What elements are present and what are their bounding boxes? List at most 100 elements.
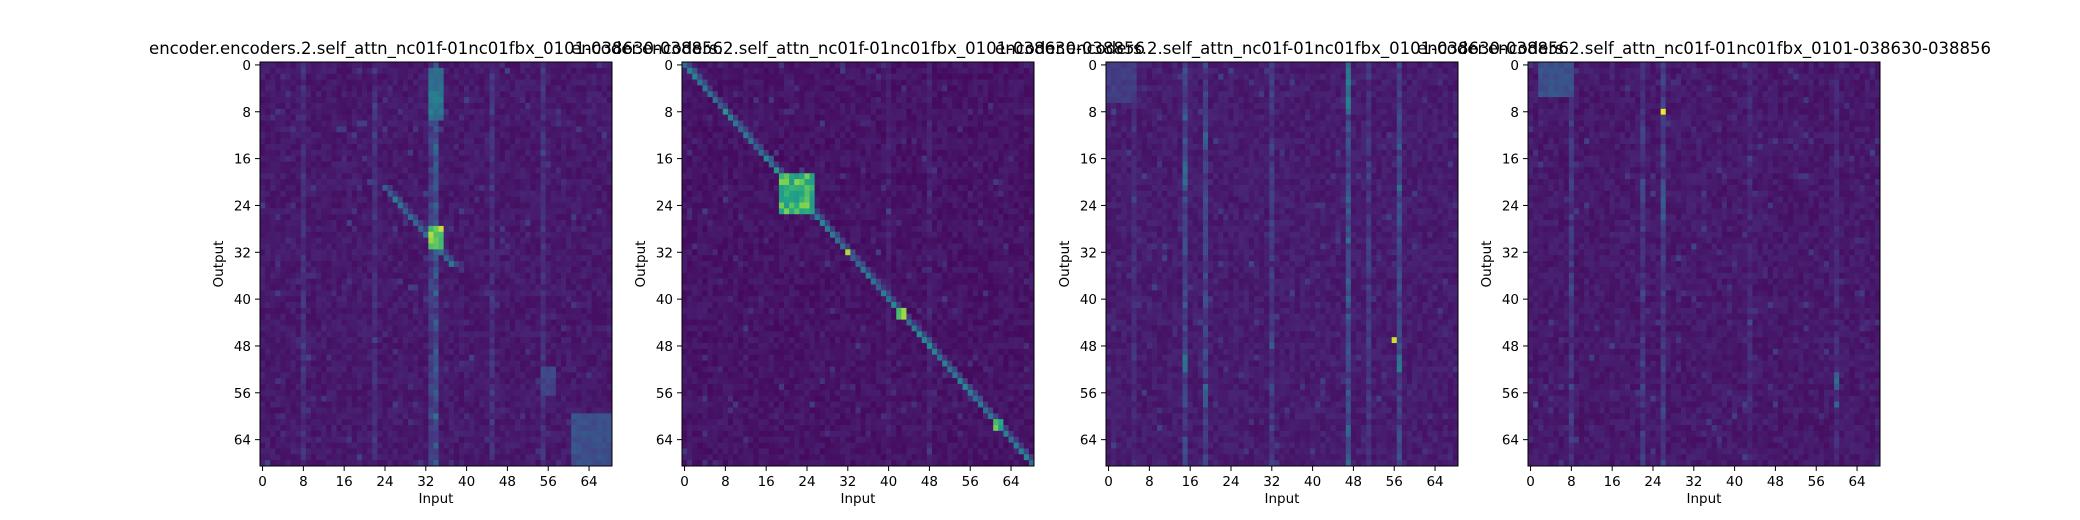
heatmap-cell <box>479 244 485 250</box>
heatmap-cell <box>337 355 343 361</box>
heatmap-cell <box>541 220 547 226</box>
heatmap-cell <box>449 273 455 279</box>
heatmap-cell <box>515 238 521 244</box>
heatmap-cell <box>490 361 496 367</box>
heatmap-cell <box>551 325 557 331</box>
heatmap-cell <box>1019 62 1024 68</box>
heatmap-cell <box>331 331 337 337</box>
heatmap-cell <box>602 378 608 384</box>
heatmap-cell <box>326 126 332 132</box>
heatmap-cell <box>352 167 358 173</box>
heatmap-cell <box>326 384 332 390</box>
heatmap-cell <box>306 162 312 168</box>
heatmap-cell <box>571 349 577 355</box>
heatmap-cell <box>270 144 276 150</box>
heatmap-cell <box>439 302 445 308</box>
heatmap-cell <box>495 244 501 250</box>
heatmap-cell <box>469 261 475 267</box>
heatmap-cell <box>500 62 506 68</box>
heatmap-cell <box>428 419 434 425</box>
heatmap-cell <box>484 138 490 144</box>
heatmap-cell <box>393 255 399 261</box>
heatmap-cell <box>260 62 266 68</box>
heatmap-cell <box>352 203 358 209</box>
heatmap-cell <box>423 255 429 261</box>
heatmap-cell <box>337 74 343 80</box>
heatmap-cell <box>459 126 465 132</box>
heatmap-cell <box>520 220 526 226</box>
heatmap-cell <box>454 179 460 185</box>
heatmap-cell <box>275 156 281 162</box>
heatmap-cell <box>561 103 567 109</box>
heatmap-cell <box>535 167 541 173</box>
heatmap-cell <box>347 402 353 408</box>
heatmap-cell <box>321 255 327 261</box>
heatmap-cell <box>454 331 460 337</box>
heatmap-cell <box>337 197 343 203</box>
heatmap-cell <box>444 290 450 296</box>
heatmap-cell <box>474 74 480 80</box>
x-tick-label: 64 <box>580 474 597 490</box>
heatmap-cell <box>510 138 515 144</box>
heatmap-cell <box>311 331 317 337</box>
heatmap-cell <box>469 249 475 255</box>
heatmap-cell <box>342 238 348 244</box>
heatmap-cell <box>342 437 348 443</box>
heatmap-cell <box>520 366 526 372</box>
heatmap-cell <box>469 244 475 250</box>
heatmap-cell <box>439 366 445 372</box>
heatmap-cell <box>449 378 455 384</box>
heatmap-cell <box>444 343 450 349</box>
heatmap-cell <box>510 384 515 390</box>
heatmap-cell <box>602 413 608 419</box>
heatmap-cell <box>433 62 439 68</box>
heatmap-cell <box>367 249 373 255</box>
heatmap-cell <box>372 448 378 454</box>
y-tick-label: 0 <box>242 58 251 74</box>
heatmap-cell <box>301 255 307 261</box>
heatmap-cell <box>439 390 445 396</box>
heatmap-cell <box>428 167 434 173</box>
heatmap-cell <box>556 361 562 367</box>
heatmap-cell <box>423 349 429 355</box>
heatmap-cell <box>566 308 572 314</box>
heatmap-cell <box>586 337 592 343</box>
heatmap-cell <box>280 197 286 203</box>
heatmap-cell <box>423 402 429 408</box>
heatmap-cell <box>311 162 317 168</box>
heatmap-cell <box>576 138 582 144</box>
heatmap-cell <box>311 109 317 115</box>
heatmap-cell <box>469 425 475 431</box>
heatmap-cell <box>759 62 765 68</box>
heatmap-cell <box>484 366 490 372</box>
heatmap-cell <box>357 448 363 454</box>
heatmap-cell <box>515 91 521 97</box>
heatmap-cell <box>551 173 557 179</box>
heatmap-cell <box>403 337 409 343</box>
heatmap-cell <box>331 396 337 402</box>
heatmap-cell <box>592 244 598 250</box>
heatmap-cell <box>270 232 276 238</box>
heatmap-cell <box>551 261 557 267</box>
heatmap-cell <box>306 273 312 279</box>
heatmap-cell <box>291 366 297 372</box>
heatmap-cell <box>495 238 501 244</box>
heatmap-cell <box>388 343 394 349</box>
heatmap-cell <box>439 197 445 203</box>
heatmap-cell <box>372 91 378 97</box>
heatmap-cell <box>439 437 445 443</box>
heatmap-cell <box>556 249 562 255</box>
heatmap-cell <box>372 126 378 132</box>
heatmap-cell <box>479 167 485 173</box>
heatmap-cell <box>546 308 552 314</box>
heatmap-cell <box>265 378 271 384</box>
heatmap-cell <box>275 384 281 390</box>
heatmap-cell <box>602 308 608 314</box>
heatmap-cell <box>362 349 368 355</box>
heatmap-cell <box>561 267 567 273</box>
heatmap-cell <box>597 325 603 331</box>
heatmap-cell <box>576 372 582 378</box>
heatmap-cell <box>464 249 470 255</box>
heatmap-cell <box>372 226 378 232</box>
heatmap-cell <box>382 156 388 162</box>
